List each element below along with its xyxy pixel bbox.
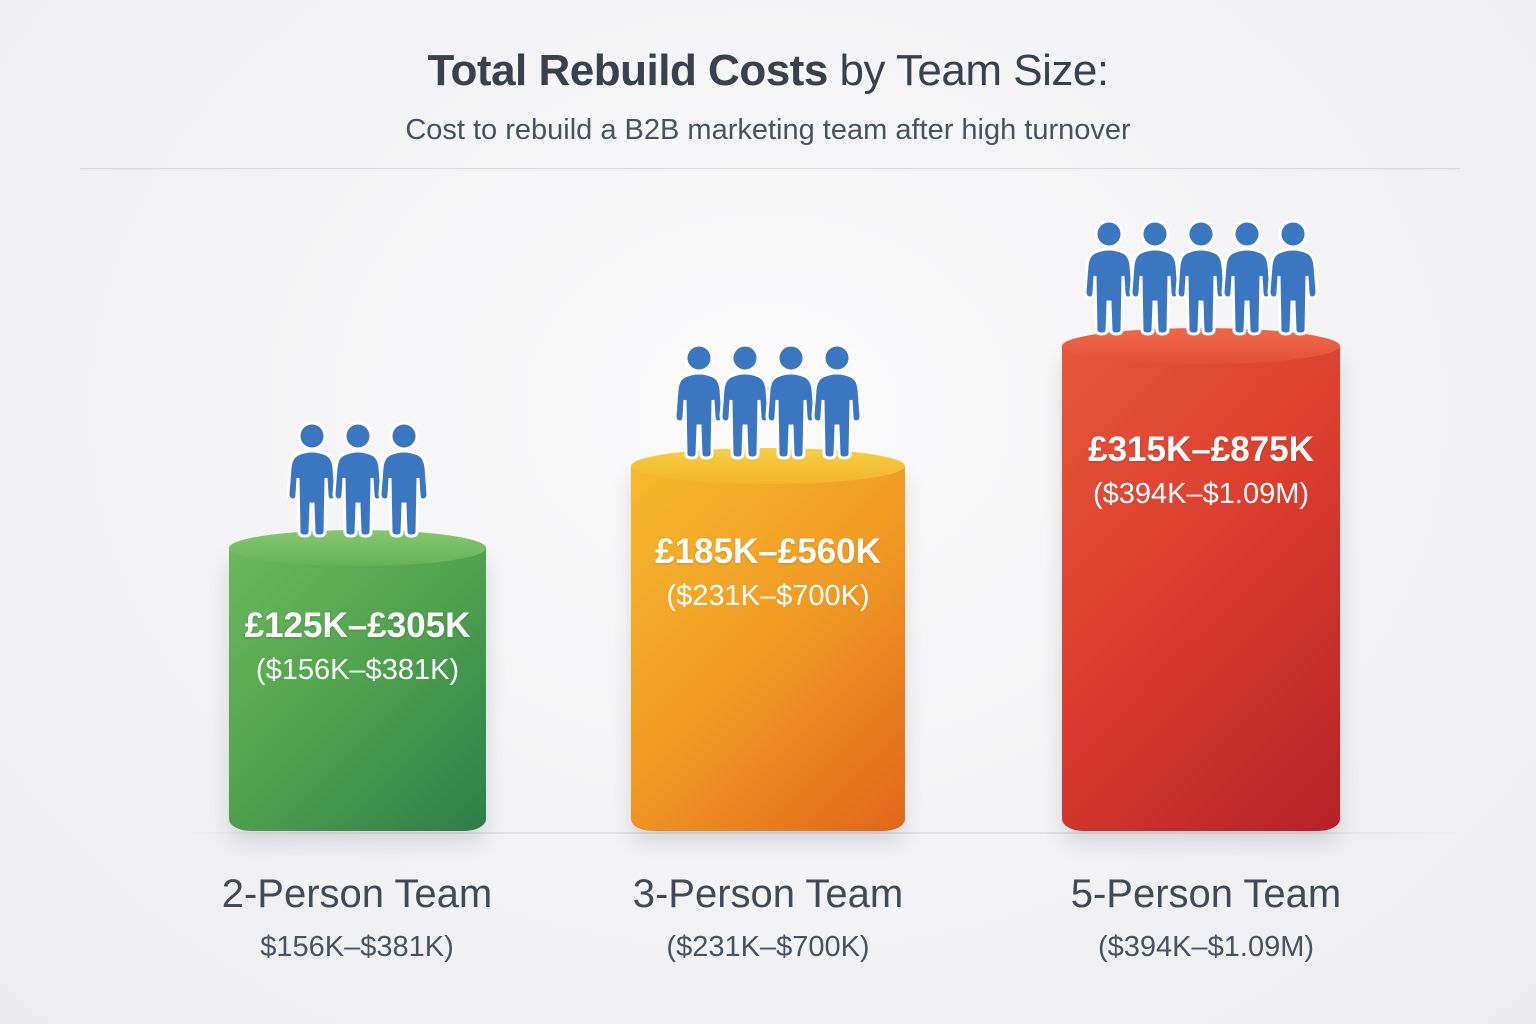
category-label-3: 3-Person Team ($231K–$700K)	[568, 872, 968, 964]
bar-usd-value: ($156K–$381K)	[255, 654, 460, 686]
category-label-5: 5-Person Team ($394K–$1.09M)	[1006, 872, 1406, 964]
floor-line	[170, 832, 1470, 834]
team-name: 3-Person Team	[632, 872, 904, 916]
person-icon	[719, 342, 771, 460]
team-usd-range: $156K–$381K)	[260, 931, 454, 963]
category-label-2: 2-Person Team $156K–$381K)	[157, 872, 557, 964]
people-group-5	[1062, 218, 1340, 336]
person-icon	[1129, 218, 1181, 336]
bar-usd-value: ($394K–$1.09M)	[1092, 478, 1310, 510]
people-group-3	[631, 342, 905, 460]
bar-gbp-value: £185K–£560K	[655, 532, 881, 571]
bar-5-person: £315K–£875K ($394K–$1.09M)	[1062, 328, 1340, 831]
bar-gbp-value: £315K–£875K	[1088, 430, 1314, 469]
chart-title: Total Rebuild Costs by Team Size:	[0, 46, 1536, 96]
person-icon	[1175, 218, 1227, 336]
person-icon	[377, 420, 430, 538]
header-divider	[80, 168, 1460, 169]
title-bold: Total Rebuild Costs	[427, 46, 828, 95]
bar-3-person: £185K–£560K ($231K–$700K)	[631, 448, 905, 831]
person-icon	[673, 342, 725, 460]
team-name: 5-Person Team	[1070, 872, 1342, 916]
person-icon	[1267, 218, 1319, 336]
bar-gbp-value: £125K–£305K	[244, 606, 471, 645]
bar-usd-value: ($231K–$700K)	[666, 580, 870, 612]
title-light: by Team Size:	[827, 46, 1110, 95]
person-icon	[811, 342, 863, 460]
chart-subtitle: Cost to rebuild a B2B marketing team aft…	[405, 114, 1131, 146]
people-group-2	[229, 420, 486, 538]
person-icon	[1221, 218, 1273, 336]
person-icon	[1083, 218, 1135, 336]
bar-2-person: £125K–£305K ($156K–$381K)	[229, 530, 486, 831]
team-usd-range: ($394K–$1.09M)	[1097, 931, 1315, 963]
person-icon	[331, 420, 384, 538]
person-icon	[285, 420, 338, 538]
team-name: 2-Person Team	[221, 872, 493, 916]
person-icon	[765, 342, 817, 460]
team-usd-range: ($231K–$700K)	[666, 931, 870, 963]
